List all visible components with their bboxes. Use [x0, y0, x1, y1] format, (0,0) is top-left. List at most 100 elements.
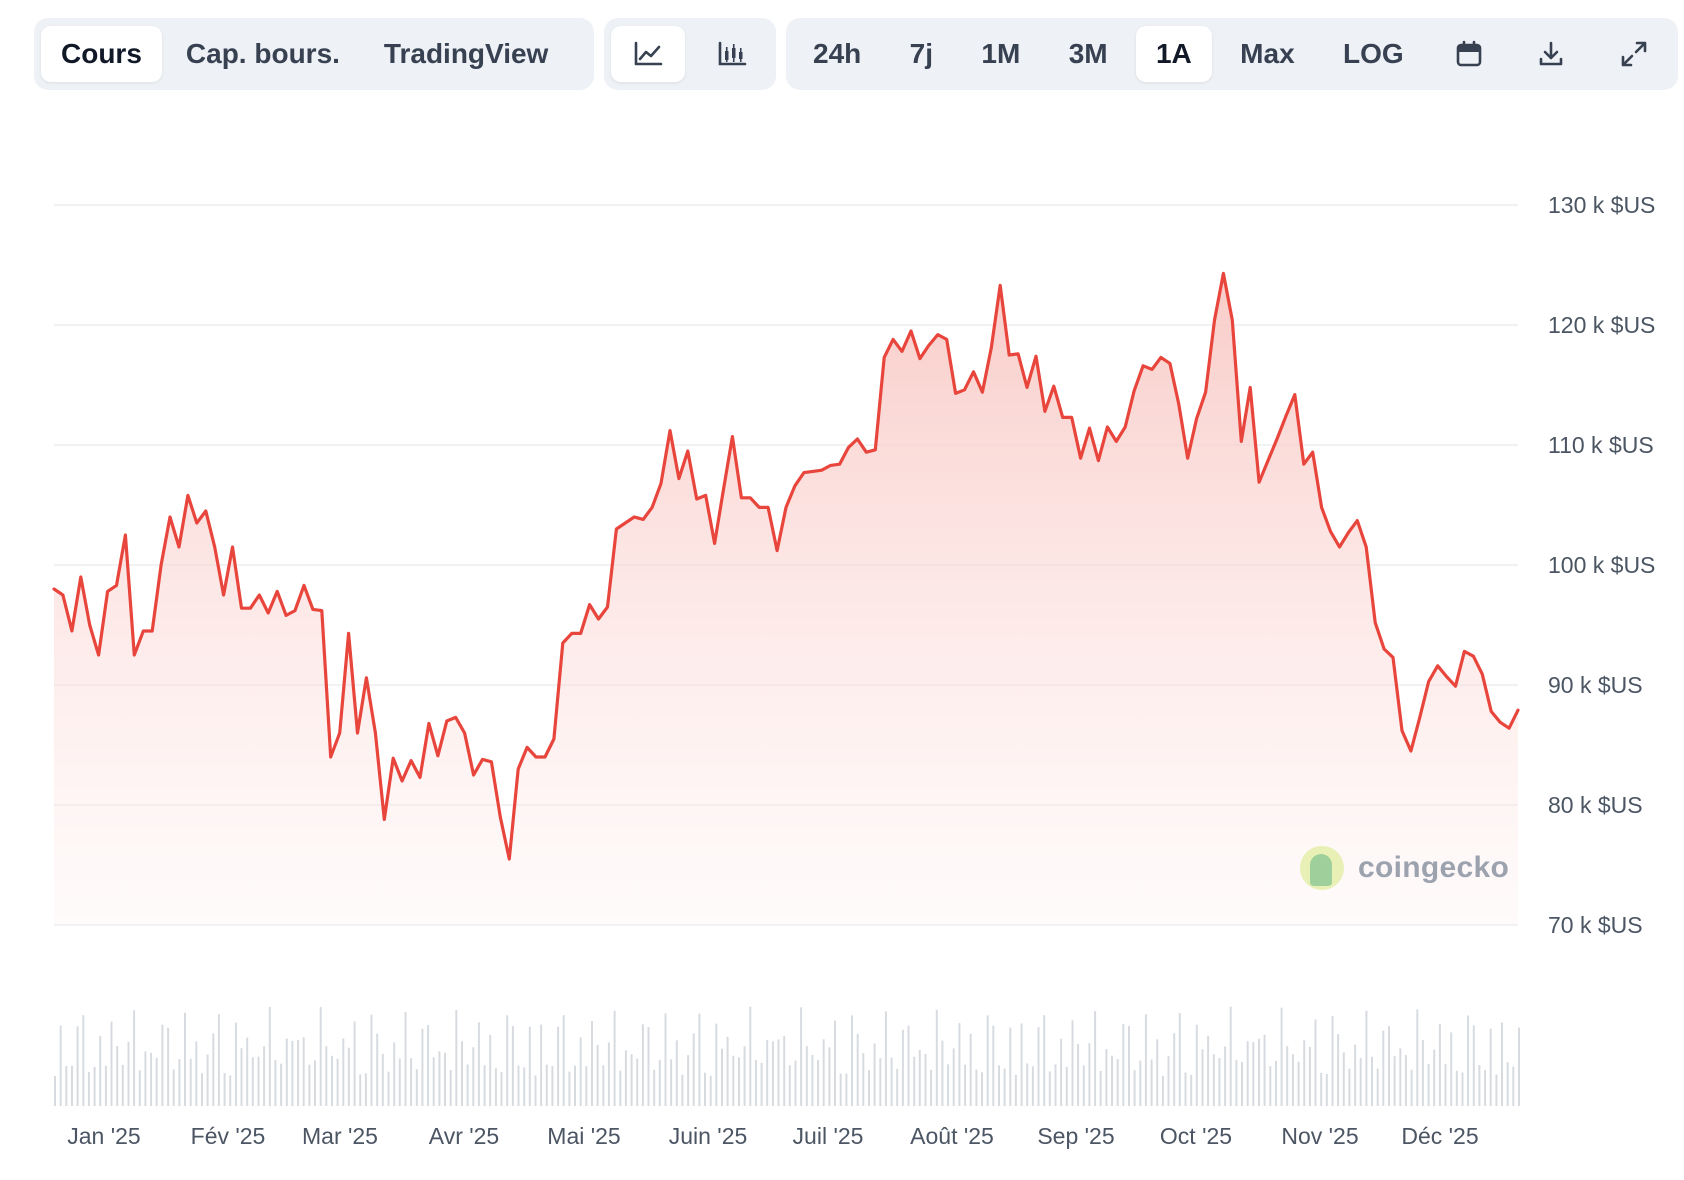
volume-bar	[274, 1060, 277, 1106]
volume-bar	[110, 1021, 113, 1106]
volume-bar	[415, 1069, 418, 1106]
volume-bar	[353, 1021, 356, 1106]
volume-bar	[822, 1039, 825, 1106]
tab-price[interactable]: Cours	[41, 26, 162, 82]
volume-bar	[930, 1069, 933, 1106]
x-tick-label: Nov '25	[1281, 1123, 1358, 1149]
range-max[interactable]: Max	[1240, 38, 1295, 69]
volume-bar	[709, 1075, 712, 1106]
candlestick-chart-icon	[718, 41, 747, 66]
volume-bar	[212, 1033, 215, 1106]
volume-bar	[280, 1063, 283, 1106]
volume-bar	[506, 1015, 509, 1106]
volume-bar	[1122, 1023, 1125, 1106]
chart-style-group	[604, 18, 776, 90]
volume-bar	[726, 1036, 729, 1106]
volume-bar	[1506, 1062, 1509, 1106]
volume-bar	[1014, 1075, 1017, 1106]
volume-bar	[206, 1054, 209, 1106]
volume-bar	[1365, 1010, 1368, 1106]
volume-bar	[839, 1073, 842, 1106]
volume-bar	[868, 1070, 870, 1106]
volume-bar	[992, 1025, 995, 1106]
range-3m[interactable]: 3M	[1068, 38, 1108, 69]
calendar-icon	[1456, 40, 1482, 67]
tab-tradingview[interactable]: TradingView	[383, 38, 549, 69]
chart-toolbar: Cours Cap. bours. TradingView 24h 7j 1M …	[34, 18, 1678, 90]
volume-bar	[715, 1023, 718, 1106]
volume-bar	[217, 1014, 220, 1106]
volume-bar	[585, 1066, 588, 1106]
volume-bar	[1031, 1066, 1034, 1106]
volume-bar	[788, 1065, 791, 1106]
volume-bar	[1099, 1070, 1102, 1106]
volume-bar	[116, 1046, 119, 1106]
volume-bar	[1444, 1064, 1447, 1106]
volume-bar	[59, 1025, 62, 1106]
volume-bar	[1331, 1016, 1334, 1106]
volume-bar	[432, 1057, 435, 1106]
volume-bar	[896, 1068, 899, 1106]
volume-bar	[1388, 1026, 1390, 1106]
log-scale-toggle[interactable]: LOG	[1343, 38, 1404, 69]
volume-bar	[1133, 1070, 1136, 1106]
volume-bar	[1048, 1071, 1051, 1106]
y-axis-ticks: 70 k $US 80 k $US 90 k $US 100 k $US 110 k $…	[1548, 192, 1655, 938]
volume-bar	[800, 1007, 803, 1106]
volume-bar	[1246, 1041, 1249, 1106]
volume-bar	[1082, 1065, 1085, 1106]
volume-bar	[630, 1054, 633, 1106]
y-tick-label: 70 k $US	[1548, 912, 1643, 938]
volume-bar	[466, 1064, 469, 1106]
volume-bar	[1399, 1048, 1402, 1106]
range-1y[interactable]: 1A	[1135, 26, 1212, 82]
volume-bar	[721, 1048, 723, 1106]
volume-bar	[783, 1035, 786, 1106]
volume-bar	[172, 1069, 175, 1106]
line-chart-button[interactable]	[611, 26, 685, 82]
volume-bar	[1495, 1074, 1498, 1106]
volume-bar	[941, 1040, 944, 1106]
candlestick-chart-button[interactable]	[695, 26, 769, 82]
volume-bar	[444, 1052, 446, 1106]
volume-bar	[1393, 1056, 1396, 1106]
x-tick-label: Sep '25	[1037, 1123, 1114, 1149]
volume-bar	[1252, 1042, 1255, 1106]
volume-bar	[534, 1075, 537, 1106]
view-tab-group: Cours Cap. bours. TradingView	[34, 18, 594, 90]
volume-bar	[1128, 1026, 1130, 1106]
range-24h[interactable]: 24h	[813, 38, 862, 69]
volume-bar	[71, 1065, 73, 1106]
volume-bar	[121, 1064, 124, 1106]
volume-bar	[184, 1012, 186, 1106]
volume-bar	[817, 1060, 820, 1106]
volume-bar	[393, 1042, 396, 1106]
volume-bar	[1258, 1038, 1260, 1106]
volume-bar	[1484, 1069, 1487, 1106]
volume-bar	[1478, 1065, 1481, 1106]
tab-market-cap[interactable]: Cap. bours.	[185, 38, 340, 69]
range-1m[interactable]: 1M	[981, 38, 1021, 69]
volume-bar	[834, 1020, 836, 1106]
volume-bar	[1325, 1074, 1328, 1106]
volume-bar	[998, 1065, 1000, 1106]
volume-bar	[658, 1059, 661, 1106]
volume-bar	[952, 1048, 955, 1106]
volume-bar	[1472, 1025, 1475, 1106]
volume-bar	[1071, 1020, 1074, 1106]
volume-bar	[1003, 1068, 1006, 1106]
calendar-button[interactable]	[1432, 26, 1506, 82]
price-line	[52, 271, 1520, 861]
volume-bar	[472, 1047, 475, 1106]
volume-bar	[884, 1011, 887, 1106]
volume-bar	[579, 1037, 582, 1106]
range-7d[interactable]: 7j	[909, 38, 933, 69]
download-button[interactable]	[1514, 26, 1588, 82]
fullscreen-button[interactable]	[1597, 26, 1671, 82]
volume-bar	[76, 1026, 79, 1106]
volume-bar	[178, 1059, 181, 1106]
volume-bar	[1065, 1066, 1068, 1106]
volume-bar	[1144, 1014, 1147, 1106]
volume-bar	[1184, 1072, 1187, 1106]
watermark-text: coingecko	[1358, 851, 1510, 884]
